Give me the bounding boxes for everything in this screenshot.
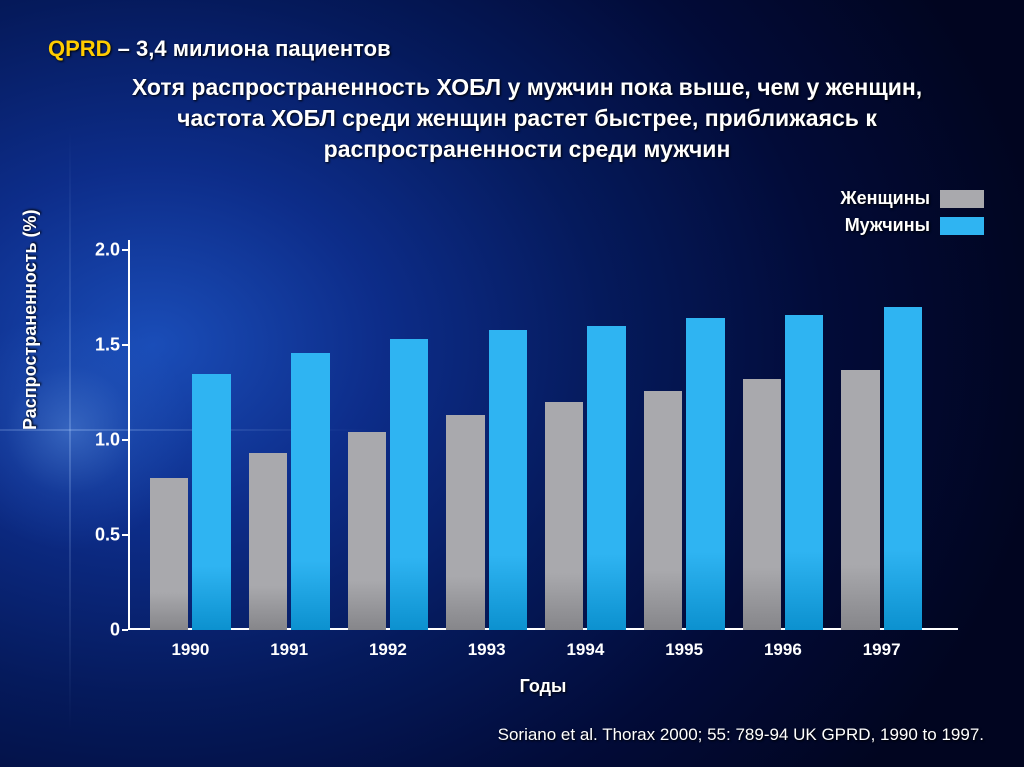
bar-women (841, 370, 879, 630)
legend-label: Женщины (840, 188, 930, 209)
bar-women (446, 415, 484, 630)
bar-men (192, 374, 230, 631)
bar-men (291, 353, 329, 630)
ytick-label: 2.0 (70, 240, 120, 261)
bars-container (128, 250, 958, 630)
ytick-mark (122, 249, 128, 251)
header-rest: – 3,4 милиона пациентов (112, 36, 391, 61)
ytick-label: 1.0 (70, 430, 120, 451)
bar-women (348, 432, 386, 630)
xtick-label: 1990 (171, 640, 209, 660)
y-axis-label: Распространенность (%) (20, 209, 41, 430)
x-axis-label: Годы (128, 676, 958, 697)
bar-men (884, 307, 922, 630)
xtick-label: 1997 (863, 640, 901, 660)
xtick-label: 1994 (566, 640, 604, 660)
bar-men (489, 330, 527, 630)
ytick-mark (122, 629, 128, 631)
ytick-label: 0.5 (70, 525, 120, 546)
ytick-mark (122, 534, 128, 536)
bar-men (686, 318, 724, 630)
legend-item-men: Мужчины (840, 215, 984, 236)
ytick-label: 1.5 (70, 335, 120, 356)
xtick-label: 1996 (764, 640, 802, 660)
ytick-mark (122, 439, 128, 441)
bar-women (644, 391, 682, 630)
header: QPRD – 3,4 милиона пациентов (48, 36, 391, 62)
bar-women (743, 379, 781, 630)
legend-swatch-men (940, 217, 984, 235)
ytick-mark (122, 344, 128, 346)
citation: Soriano et al. Thorax 2000; 55: 789-94 U… (498, 725, 984, 745)
xtick-label: 1991 (270, 640, 308, 660)
bar-men (587, 326, 625, 630)
xtick-label: 1993 (468, 640, 506, 660)
bar-women (150, 478, 188, 630)
subtitle: Хотя распространенность ХОБЛ у мужчин по… (90, 72, 964, 165)
bar-men (785, 315, 823, 630)
xtick-label: 1995 (665, 640, 703, 660)
bar-women (249, 453, 287, 630)
chart-area: 00.51.01.52.0 19901991199219931994199519… (128, 250, 958, 630)
legend-swatch-women (940, 190, 984, 208)
legend: Женщины Мужчины (840, 188, 984, 242)
legend-label: Мужчины (845, 215, 930, 236)
header-qprd: QPRD (48, 36, 112, 61)
ytick-label: 0 (70, 620, 120, 641)
legend-item-women: Женщины (840, 188, 984, 209)
xtick-label: 1992 (369, 640, 407, 660)
bar-women (545, 402, 583, 630)
bar-men (390, 339, 428, 630)
